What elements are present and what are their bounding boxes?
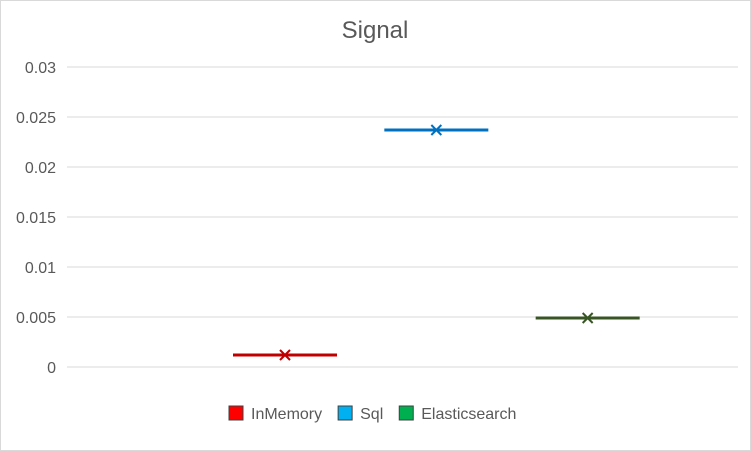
mean-marker-sql: [430, 124, 443, 136]
legend-item-elasticsearch: Elasticsearch: [398, 405, 516, 423]
mean-marker-elasticsearch: [581, 312, 594, 324]
y-tick-label: 0.005: [16, 310, 56, 327]
legend-label: Elasticsearch: [421, 406, 516, 423]
legend-item-inmemory: InMemory: [228, 405, 322, 423]
legend-label: InMemory: [251, 406, 322, 423]
box-inmemory: [233, 349, 337, 361]
y-tick-label: 0.015: [16, 210, 56, 227]
box-elasticsearch: [535, 312, 640, 324]
legend-label: Sql: [360, 406, 383, 423]
gridlines: [67, 66, 738, 368]
y-tick-label: 0.01: [25, 260, 56, 277]
mean-marker-inmemory: [279, 349, 291, 361]
box-series: [233, 124, 640, 361]
legend: InMemory Sql Elasticsearch: [228, 405, 516, 423]
box-sql: [384, 124, 489, 136]
y-axis-ticks: 0 0.005 0.01 0.015 0.02 0.025 0.03: [16, 60, 56, 377]
y-tick-label: 0.03: [25, 60, 56, 77]
legend-item-sql: Sql: [337, 405, 383, 423]
chart-title: Signal: [342, 17, 409, 44]
legend-swatch: [398, 405, 414, 421]
y-tick-label: 0.02: [25, 160, 56, 177]
y-tick-label: 0: [47, 360, 56, 377]
legend-swatch: [337, 405, 353, 421]
legend-swatch: [228, 405, 244, 421]
y-tick-label: 0.025: [16, 110, 56, 127]
